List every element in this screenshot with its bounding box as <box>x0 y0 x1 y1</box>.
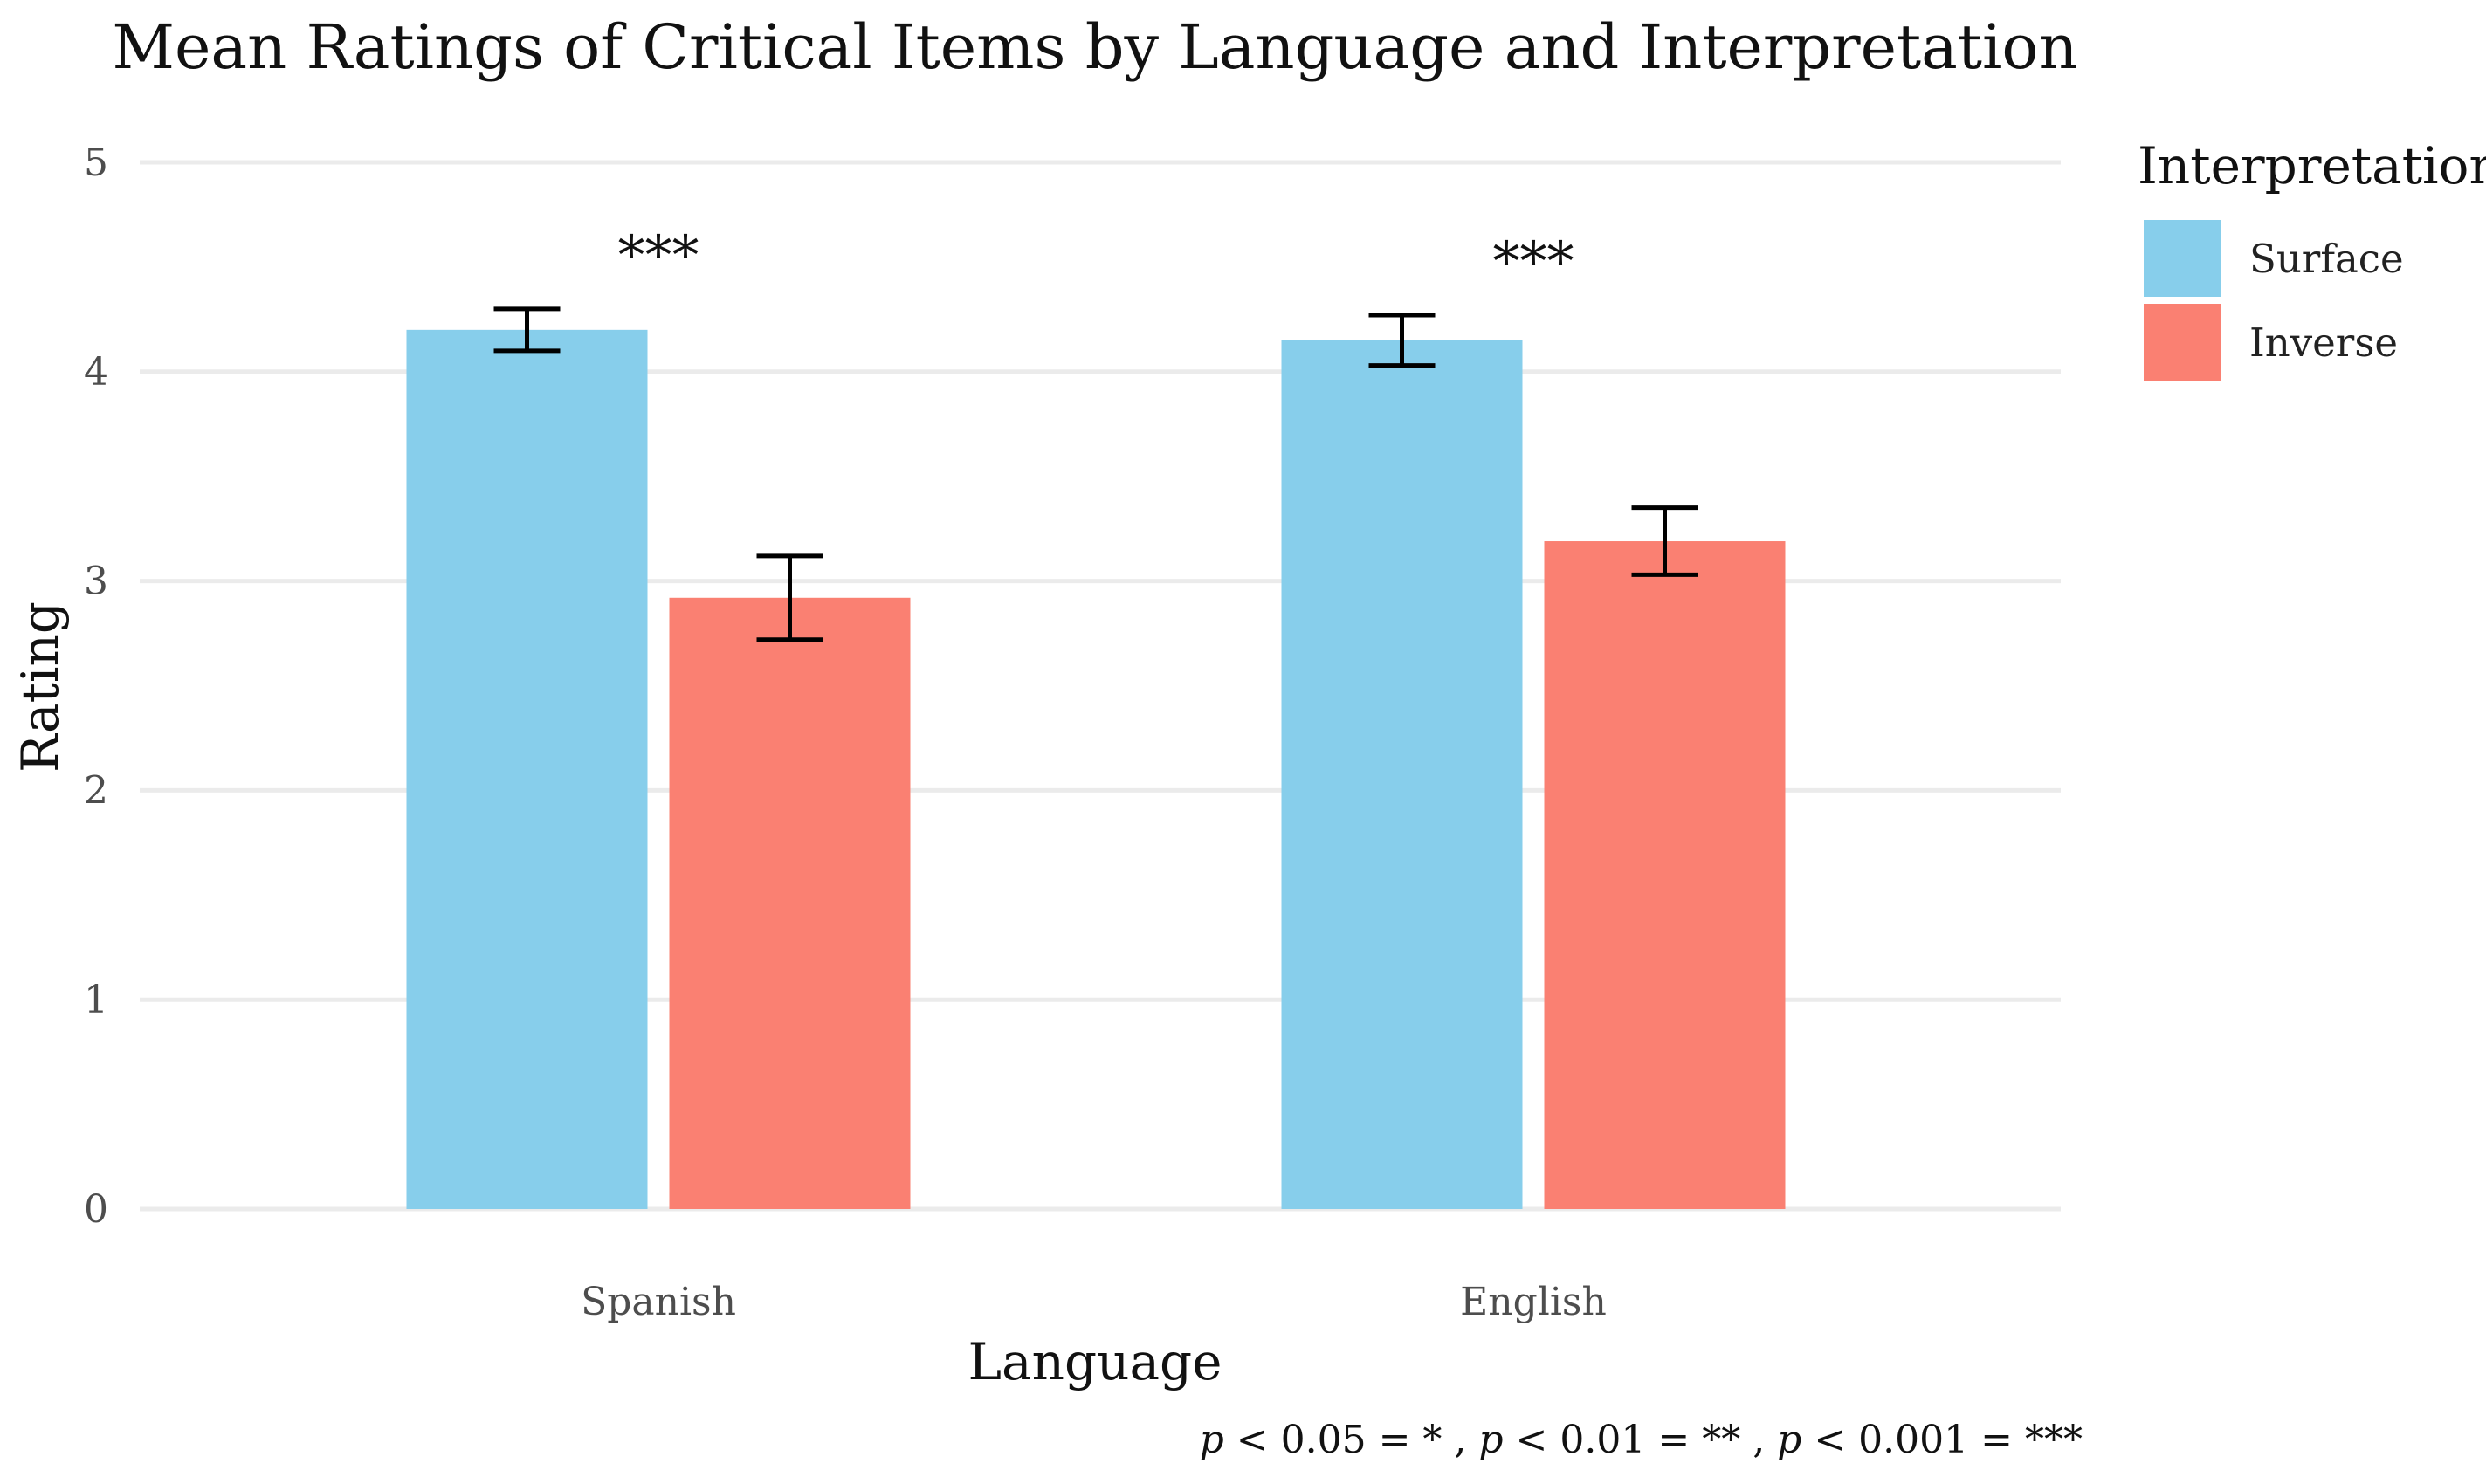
significance-markers: *** *** <box>618 223 1574 293</box>
legend-item-inverse: Inverse <box>2144 304 2398 381</box>
bars <box>406 329 1786 1210</box>
footnote-part: p <box>1478 1418 1503 1462</box>
y-axis-title: Rating <box>10 601 70 773</box>
error-bar-english-inverse <box>1631 505 1698 577</box>
footnote-part: p <box>1200 1418 1224 1462</box>
significance-marker: *** <box>1493 230 1574 293</box>
y-axis-ticks: 0 1 2 3 4 5 <box>84 141 108 1232</box>
legend-label-surface: Surface <box>2249 236 2404 282</box>
y-tick-label: 0 <box>84 1187 108 1232</box>
y-tick-label: 1 <box>84 978 108 1022</box>
bar-english-surface <box>1281 340 1523 1210</box>
legend-swatch-inverse <box>2144 304 2221 381</box>
x-tick-label-spanish: Spanish <box>581 1280 736 1324</box>
y-tick-label: 2 <box>84 768 108 813</box>
error-bar-spanish-surface <box>493 306 561 354</box>
footnote-part: < 0.01 = ** , <box>1504 1418 1778 1462</box>
x-axis-title: Language <box>968 1332 1222 1391</box>
bar-spanish-surface <box>406 329 648 1210</box>
y-tick-label: 5 <box>84 141 108 185</box>
significance-footnote: p < 0.05 = * , p < 0.01 = ** , p < 0.001… <box>1200 1418 2083 1462</box>
x-axis-ticks: Spanish English <box>581 1280 1607 1324</box>
significance-marker: *** <box>618 223 699 287</box>
error-bars <box>493 306 1698 642</box>
legend-swatch-surface <box>2144 220 2221 297</box>
bar-english-inverse <box>1544 541 1786 1209</box>
y-tick-label: 4 <box>84 350 108 395</box>
error-bar-english-surface <box>1368 313 1436 368</box>
legend-item-surface: Surface <box>2144 220 2404 297</box>
chart-title: Mean Ratings of Critical Items by Langua… <box>112 11 2077 83</box>
footnote-part: < 0.05 = * , <box>1224 1418 1479 1462</box>
bar-spanish-inverse <box>669 597 911 1209</box>
y-tick-label: 3 <box>84 560 108 604</box>
legend-label-inverse: Inverse <box>2249 319 2398 366</box>
footnote-part: p <box>1777 1418 1801 1462</box>
x-tick-label-english: English <box>1460 1280 1607 1324</box>
error-bar-spanish-inverse <box>756 553 823 642</box>
legend-title: Interpretation <box>2138 136 2486 196</box>
legend: Interpretation Surface Inverse <box>2138 136 2486 381</box>
footnote-part: < 0.001 = *** <box>1801 1418 2083 1462</box>
